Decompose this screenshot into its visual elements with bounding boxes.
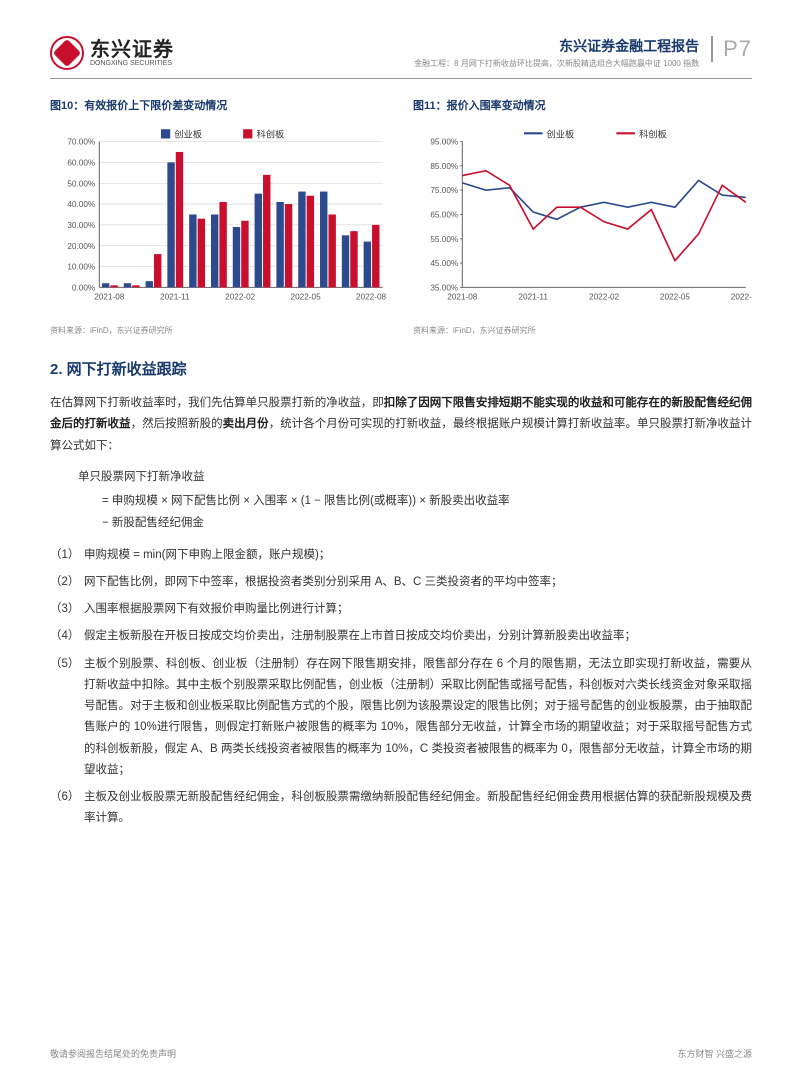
page-header: 东兴证券 DONGXING SECURITIES 东兴证券金融工程报告 金融工程… [50, 36, 752, 79]
formula-line-2: − 新股配售经纪佣金 [78, 513, 752, 535]
chart-10-title: 图10：有效报价上下限价差变动情况 [50, 97, 389, 113]
svg-text:50.00%: 50.00% [67, 179, 95, 188]
chart-11-title: 图11：报价入围率变动情况 [413, 97, 752, 113]
intro-paragraph: 在估算网下打新收益率时，我们先估算单只股票打新的净收益，即扣除了因网下限售安排短… [50, 393, 752, 457]
logo-block: 东兴证券 DONGXING SECURITIES [50, 36, 174, 70]
svg-text:2022-08: 2022-08 [356, 293, 387, 302]
svg-text:2022-02: 2022-02 [225, 293, 256, 302]
svg-text:45.00%: 45.00% [430, 259, 458, 268]
report-subtitle: 金融工程：8 月网下打新收益环比提高，次新股精选组合大幅跑赢中证 1000 指数 [414, 58, 699, 69]
list-item-num: （2） [50, 572, 84, 593]
svg-text:创业板: 创业板 [174, 128, 202, 139]
svg-text:科创板: 科创板 [256, 128, 284, 139]
svg-text:85.00%: 85.00% [430, 162, 458, 171]
list-item: （3）入围率根据股票网下有效报价申购量比例进行计算； [50, 599, 752, 620]
section-title: 2. 网下打新收益跟踪 [50, 358, 752, 379]
list-item-text: 假定主板新股在开板日按成交均价卖出，注册制股票在上市首日按成交均价卖出，分别计算… [84, 626, 752, 647]
chart-11-source: 资料来源：iFinD，东兴证券研究所 [413, 325, 752, 336]
svg-text:0.00%: 0.00% [72, 283, 95, 292]
svg-text:2021-11: 2021-11 [518, 293, 548, 302]
list-item-num: （6） [50, 787, 84, 830]
logo-text-cn: 东兴证券 [90, 40, 174, 60]
intro-a: 在估算网下打新收益率时，我们先估算单只股票打新的净收益，即 [50, 397, 384, 409]
footer-right: 东方财智 兴盛之源 [677, 1047, 752, 1060]
chart-10-source: 资料来源：iFinD，东兴证券研究所 [50, 325, 389, 336]
svg-text:2022-05: 2022-05 [291, 293, 322, 302]
svg-text:2022-05: 2022-05 [660, 293, 691, 302]
svg-text:95.00%: 95.00% [430, 138, 458, 147]
list-item: （4）假定主板新股在开板日按成交均价卖出，注册制股票在上市首日按成交均价卖出，分… [50, 626, 752, 647]
numbered-list: （1）申购规模 = min(网下申购上限金额，账户规模)；（2）网下配售比例，即… [50, 545, 752, 830]
chart-10-block: 图10：有效报价上下限价差变动情况 0.00% 10.00% 20.00% 30.00… [50, 97, 389, 336]
chart-11-svg: 35.00% 45.00% 55.00% 65.00% 75.00% 85.00% 95.0… [413, 121, 752, 316]
svg-text:2022-02: 2022-02 [589, 293, 620, 302]
charts-row: 图10：有效报价上下限价差变动情况 0.00% 10.00% 20.00% 30.00… [50, 97, 752, 336]
svg-text:70.00%: 70.00% [67, 138, 95, 147]
list-item: （1）申购规模 = min(网下申购上限金额，账户规模)； [50, 545, 752, 566]
svg-text:2021-08: 2021-08 [94, 293, 125, 302]
formula-line-1: = 申购规模 × 网下配售比例 × 入围率 × (1 − 限售比例(或概率)) … [78, 491, 752, 513]
list-item-num: （5） [50, 654, 84, 782]
formula-label: 单只股票网下打新净收益 [78, 467, 752, 489]
list-item-text: 入围率根据股票网下有效报价申购量比例进行计算； [84, 599, 752, 620]
chart-11-block: 图11：报价入围率变动情况 35.00% 45.00% 55.00% 65.00% 75… [413, 97, 752, 336]
formula-block: 单只股票网下打新净收益 = 申购规模 × 网下配售比例 × 入围率 × (1 −… [78, 467, 752, 535]
svg-text:科创板: 科创板 [639, 128, 667, 139]
list-item: （2）网下配售比例，即网下中签率，根据投资者类别分别采用 A、B、C 三类投资者… [50, 572, 752, 593]
list-item-num: （3） [50, 599, 84, 620]
svg-text:2021-08: 2021-08 [447, 293, 478, 302]
svg-text:20.00%: 20.00% [67, 242, 95, 251]
logo-text-en: DONGXING SECURITIES [90, 60, 174, 67]
list-item: （5）主板个别股票、科创板、创业板（注册制）存在网下限售期安排，限售部分存在 6… [50, 654, 752, 782]
page-number: P7 [711, 36, 752, 62]
list-item-num: （4） [50, 626, 84, 647]
svg-text:55.00%: 55.00% [430, 235, 458, 244]
list-item-text: 网下配售比例，即网下中签率，根据投资者类别分别采用 A、B、C 三类投资者的平均… [84, 572, 752, 593]
svg-text:2022-08: 2022-08 [731, 293, 752, 302]
svg-text:30.00%: 30.00% [67, 221, 95, 230]
svg-text:60.00%: 60.00% [67, 158, 95, 167]
list-item: （6）主板及创业板股票无新股配售经纪佣金，科创板股票需缴纳新股配售经纪佣金。新股… [50, 787, 752, 830]
intro-em2: 卖出月份 [223, 418, 269, 430]
intro-b: ，然后按照新股的 [131, 418, 223, 430]
list-item-text: 主板个别股票、科创板、创业板（注册制）存在网下限售期安排，限售部分存在 6 个月… [84, 654, 752, 782]
chart-10-svg: 0.00% 10.00% 20.00% 30.00% 40.00% 50.00% 60.00… [50, 121, 389, 316]
svg-text:10.00%: 10.00% [67, 263, 95, 272]
footer-left: 敬请参阅报告结尾处的免责声明 [50, 1047, 176, 1060]
svg-text:65.00%: 65.00% [430, 211, 458, 220]
svg-text:2021-11: 2021-11 [160, 293, 190, 302]
svg-text:创业板: 创业板 [547, 128, 575, 139]
list-item-text: 主板及创业板股票无新股配售经纪佣金，科创板股票需缴纳新股配售经纪佣金。新股配售经… [84, 787, 752, 830]
svg-text:75.00%: 75.00% [430, 186, 458, 195]
list-item-num: （1） [50, 545, 84, 566]
svg-text:40.00%: 40.00% [67, 200, 95, 209]
svg-text:35.00%: 35.00% [430, 283, 458, 292]
logo-icon [50, 36, 84, 70]
page-footer: 敬请参阅报告结尾处的免责声明 东方财智 兴盛之源 [50, 1047, 752, 1060]
report-title: 东兴证券金融工程报告 [414, 36, 699, 56]
list-item-text: 申购规模 = min(网下申购上限金额，账户规模)； [84, 545, 752, 566]
